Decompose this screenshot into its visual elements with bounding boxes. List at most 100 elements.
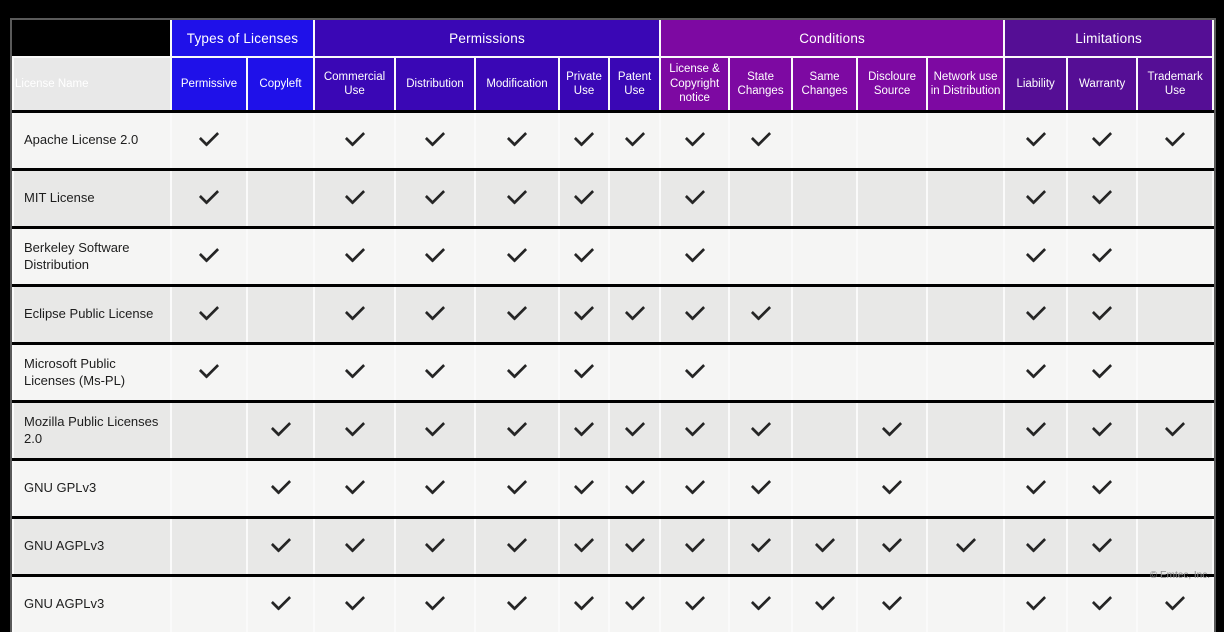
check-icon (344, 126, 365, 147)
cell-same-changes (792, 460, 857, 518)
cell-state-changes (729, 112, 792, 170)
cell-network-use-in-distribution (927, 228, 1004, 286)
check-icon (1165, 590, 1186, 611)
cell-liability (1004, 518, 1067, 576)
cell-liability (1004, 112, 1067, 170)
column-header-copyleft: Copyleft (247, 57, 314, 112)
license-name: GNU AGPLv3 (13, 518, 171, 576)
cell-permissive (171, 228, 247, 286)
check-icon (270, 532, 291, 553)
cell-permissive (171, 286, 247, 344)
corner-cell (13, 20, 171, 57)
table-row-berkeley-software-distribution-2: Berkeley Software Distribution (13, 228, 1213, 286)
group-header-types-of-licenses: Types of Licenses (171, 20, 314, 57)
check-icon (425, 532, 446, 553)
cell-permissive (171, 518, 247, 576)
cell-license-copyright-notice (660, 402, 729, 460)
check-icon (199, 242, 220, 263)
check-icon (344, 184, 365, 205)
cell-distribution (395, 402, 475, 460)
check-icon (574, 358, 595, 379)
cell-private-use (559, 286, 609, 344)
check-icon (1092, 532, 1113, 553)
cell-commercial-use (314, 112, 395, 170)
check-icon (882, 590, 903, 611)
column-header-discloure-source: Discloure Source (857, 57, 927, 112)
cell-state-changes (729, 170, 792, 228)
cell-private-use (559, 170, 609, 228)
cell-permissive (171, 460, 247, 518)
cell-patent-use (609, 170, 660, 228)
cell-state-changes (729, 576, 792, 632)
license-name: Microsoft Public Licenses (Ms-PL) (13, 344, 171, 402)
cell-liability (1004, 170, 1067, 228)
check-icon (507, 126, 528, 147)
check-icon (1165, 126, 1186, 147)
check-icon (507, 590, 528, 611)
check-icon (574, 300, 595, 321)
check-icon (507, 300, 528, 321)
check-icon (199, 358, 220, 379)
check-icon (574, 242, 595, 263)
table-row-eclipse-public-license-3: Eclipse Public License (13, 286, 1213, 344)
cell-private-use (559, 402, 609, 460)
check-icon (684, 532, 705, 553)
cell-license-copyright-notice (660, 518, 729, 576)
cell-distribution (395, 576, 475, 632)
check-icon (344, 590, 365, 611)
cell-private-use (559, 344, 609, 402)
check-icon (344, 358, 365, 379)
table-row-microsoft-public-licenses-ms-pl-4: Microsoft Public Licenses (Ms-PL) (13, 344, 1213, 402)
cell-same-changes (792, 170, 857, 228)
check-icon (684, 184, 705, 205)
check-icon (1025, 126, 1046, 147)
check-icon (624, 416, 645, 437)
check-icon (574, 416, 595, 437)
check-icon (199, 300, 220, 321)
check-icon (624, 532, 645, 553)
cell-patent-use (609, 518, 660, 576)
cell-private-use (559, 518, 609, 576)
check-icon (624, 126, 645, 147)
cell-discloure-source (857, 228, 927, 286)
check-icon (750, 416, 771, 437)
cell-discloure-source (857, 576, 927, 632)
cell-modification (475, 170, 559, 228)
cell-commercial-use (314, 228, 395, 286)
check-icon (684, 126, 705, 147)
check-icon (684, 590, 705, 611)
cell-modification (475, 460, 559, 518)
cell-network-use-in-distribution (927, 286, 1004, 344)
cell-network-use-in-distribution (927, 460, 1004, 518)
cell-discloure-source (857, 344, 927, 402)
table-row-gnu-gplv3-6: GNU GPLv3 (13, 460, 1213, 518)
cell-liability (1004, 402, 1067, 460)
cell-liability (1004, 344, 1067, 402)
cell-trademark-use (1137, 518, 1213, 576)
column-header-same-changes: Same Changes (792, 57, 857, 112)
table-row-mozilla-public-licenses-2-0-5: Mozilla Public Licenses 2.0 (13, 402, 1213, 460)
cell-state-changes (729, 402, 792, 460)
cell-patent-use (609, 286, 660, 344)
cell-warranty (1067, 518, 1137, 576)
copyright-text: © Emtec, Inc. (1150, 570, 1210, 581)
check-icon (199, 126, 220, 147)
check-icon (507, 474, 528, 495)
check-icon (882, 474, 903, 495)
table-row-mit-license-1: MIT License (13, 170, 1213, 228)
check-icon (750, 126, 771, 147)
cell-network-use-in-distribution (927, 112, 1004, 170)
cell-discloure-source (857, 170, 927, 228)
check-icon (814, 532, 835, 553)
check-icon (199, 184, 220, 205)
cell-commercial-use (314, 518, 395, 576)
check-icon (344, 474, 365, 495)
check-icon (574, 184, 595, 205)
check-icon (955, 532, 976, 553)
column-header-warranty: Warranty (1067, 57, 1137, 112)
column-header-private-use: Private Use (559, 57, 609, 112)
check-icon (344, 416, 365, 437)
cell-network-use-in-distribution (927, 402, 1004, 460)
